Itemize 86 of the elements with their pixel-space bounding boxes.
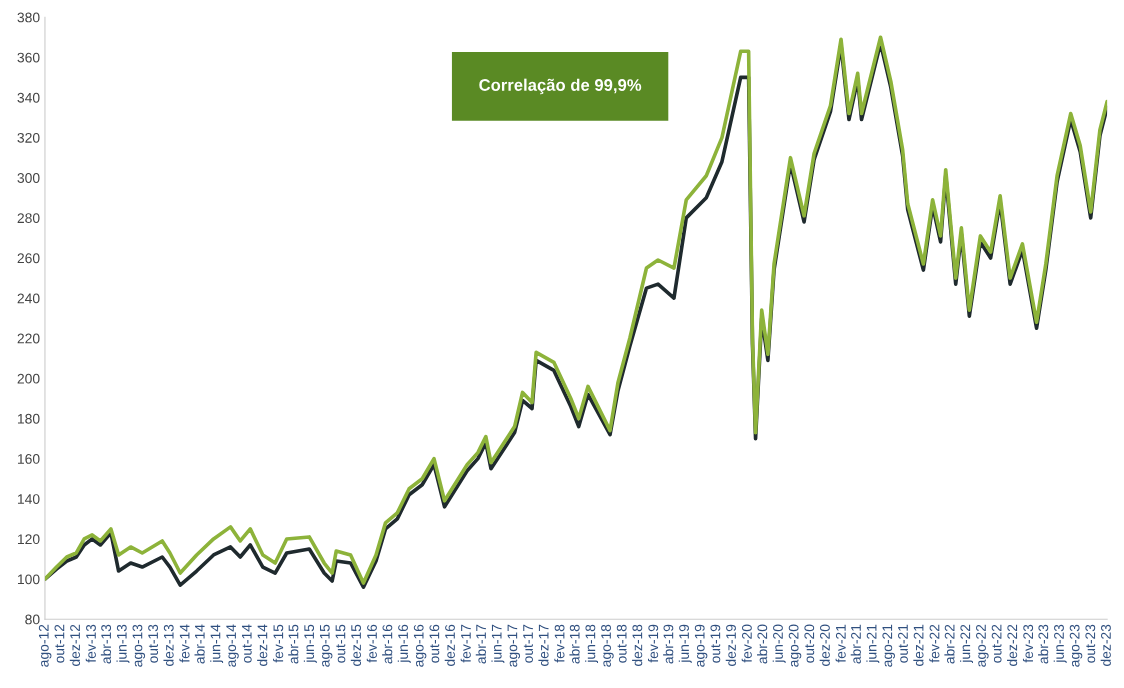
x-tick-label: abr-17 — [475, 624, 486, 664]
y-tick-label: 80 — [25, 614, 40, 625]
x-tick-label: jun-14 — [210, 624, 224, 663]
x-tick-label: dez-15 — [350, 624, 361, 666]
y-tick-label: 160 — [17, 454, 40, 464]
x-tick-label: fev-19 — [647, 624, 659, 663]
x-tick-label: ago-18 — [601, 624, 614, 667]
annotation: Correlação de 99,9% — [479, 78, 642, 95]
x-tick-label: jun-13 — [116, 624, 130, 663]
x-tick-label: out-22 — [991, 624, 1002, 663]
y-tick-label: 100 — [17, 574, 40, 585]
x-tick-label: ago-16 — [413, 624, 427, 667]
y-tick-label: 360 — [17, 52, 40, 63]
x-tick-label: abr-22 — [944, 624, 955, 664]
x-tick-label: out-20 — [804, 624, 815, 663]
y-tick-label: 140 — [17, 494, 40, 504]
y-tick-label: 300 — [17, 173, 40, 183]
x-tick-label: fev-23 — [1022, 624, 1034, 663]
x-tick-label: jun-21 — [866, 624, 880, 663]
x-tick-label: ago-19 — [694, 624, 708, 667]
x-tick-label: abr-18 — [569, 624, 580, 664]
x-tick-label: abr-21 — [850, 624, 861, 664]
x-tick-label: dez-19 — [725, 624, 736, 666]
y-tick-label: 120 — [17, 534, 40, 545]
x-tick-label: ago-13 — [132, 624, 146, 667]
x-tick-label: jun-22 — [960, 624, 973, 663]
x-tick-label: out-21 — [898, 624, 908, 663]
x-tick-label: ago-20 — [788, 624, 802, 667]
x-tick-label: abr-16 — [382, 624, 393, 664]
x-tick-label: ago-12 — [38, 624, 52, 667]
x-tick-label: dez-21 — [913, 624, 924, 666]
x-tick-label: dez-20 — [819, 624, 830, 666]
x-tick-label: fev-20 — [741, 624, 752, 663]
y-tick-label: 180 — [17, 413, 40, 424]
y-tick-label: 340 — [17, 92, 40, 103]
x-tick-label: out-13 — [148, 624, 159, 663]
x-tick-label: fev-17 — [460, 624, 471, 663]
x-tick-label: fev-16 — [366, 624, 377, 663]
x-tick-label: ago-14 — [226, 624, 239, 667]
x-tick-label: jun-18 — [585, 624, 599, 663]
x-tick-label: fev-15 — [273, 624, 284, 663]
y-tick-label: 240 — [17, 293, 40, 304]
x-tick-label: fev-22 — [929, 624, 940, 663]
y-tick-label: 320 — [17, 132, 40, 143]
x-tick-label: ago-23 — [1069, 624, 1083, 667]
x-tick-label: abr-13 — [100, 624, 112, 664]
x-tick-label: jun-16 — [397, 624, 411, 663]
y-tick-label: 200 — [17, 373, 40, 384]
x-tick-label: abr-15 — [288, 624, 299, 664]
x-tick-label: dez-16 — [444, 624, 455, 666]
x-tick-label: jun-19 — [678, 624, 692, 663]
x-tick-label: out-19 — [710, 624, 721, 663]
x-tick-label: abr-20 — [757, 624, 768, 664]
x-tick-label: fev-18 — [554, 624, 565, 663]
x-tick-label: fev-21 — [835, 624, 846, 663]
x-tick-label: dez-17 — [538, 624, 549, 666]
x-tick-label: dez-23 — [1100, 624, 1111, 666]
x-tick-label: jun-17 — [491, 624, 505, 663]
x-tick-label: fev-13 — [85, 624, 96, 663]
x-tick-label: jun-20 — [772, 624, 786, 663]
x-tick-label: ago-15 — [320, 624, 333, 667]
y-tick-label: 280 — [17, 213, 40, 224]
x-tick-label: out-12 — [54, 624, 65, 663]
x-tick-label: out-14 — [241, 624, 252, 663]
x-tick-label: jun-15 — [303, 624, 317, 663]
x-tick-label: abr-23 — [1038, 624, 1049, 664]
x-tick-label: dez-22 — [1007, 624, 1018, 666]
x-tick-label: ago-21 — [882, 624, 895, 667]
y-tick-label: 220 — [17, 333, 40, 344]
y-tick-label: 260 — [17, 253, 40, 264]
x-tick-label: fev-14 — [179, 624, 190, 663]
x-tick-label: ago-22 — [976, 624, 989, 667]
x-tick-label: out-16 — [429, 624, 440, 663]
x-tick-label: abr-19 — [663, 624, 674, 664]
x-tick-label: out-17 — [523, 624, 533, 663]
y-tick-label: 380 — [17, 12, 40, 23]
x-tick-label: dez-13 — [163, 624, 174, 666]
x-tick-label: abr-14 — [194, 624, 205, 664]
x-tick-label: ago-17 — [507, 624, 521, 667]
x-tick-label: out-15 — [335, 624, 346, 663]
x-tick-label: dez-12 — [69, 624, 80, 666]
x-tick-label: dez-14 — [257, 624, 268, 666]
x-tick-label: out-18 — [616, 624, 627, 663]
x-tick-label: dez-18 — [632, 624, 643, 666]
x-tick-label: jun-23 — [1053, 624, 1067, 663]
x-tick-label: out-23 — [1085, 624, 1096, 663]
